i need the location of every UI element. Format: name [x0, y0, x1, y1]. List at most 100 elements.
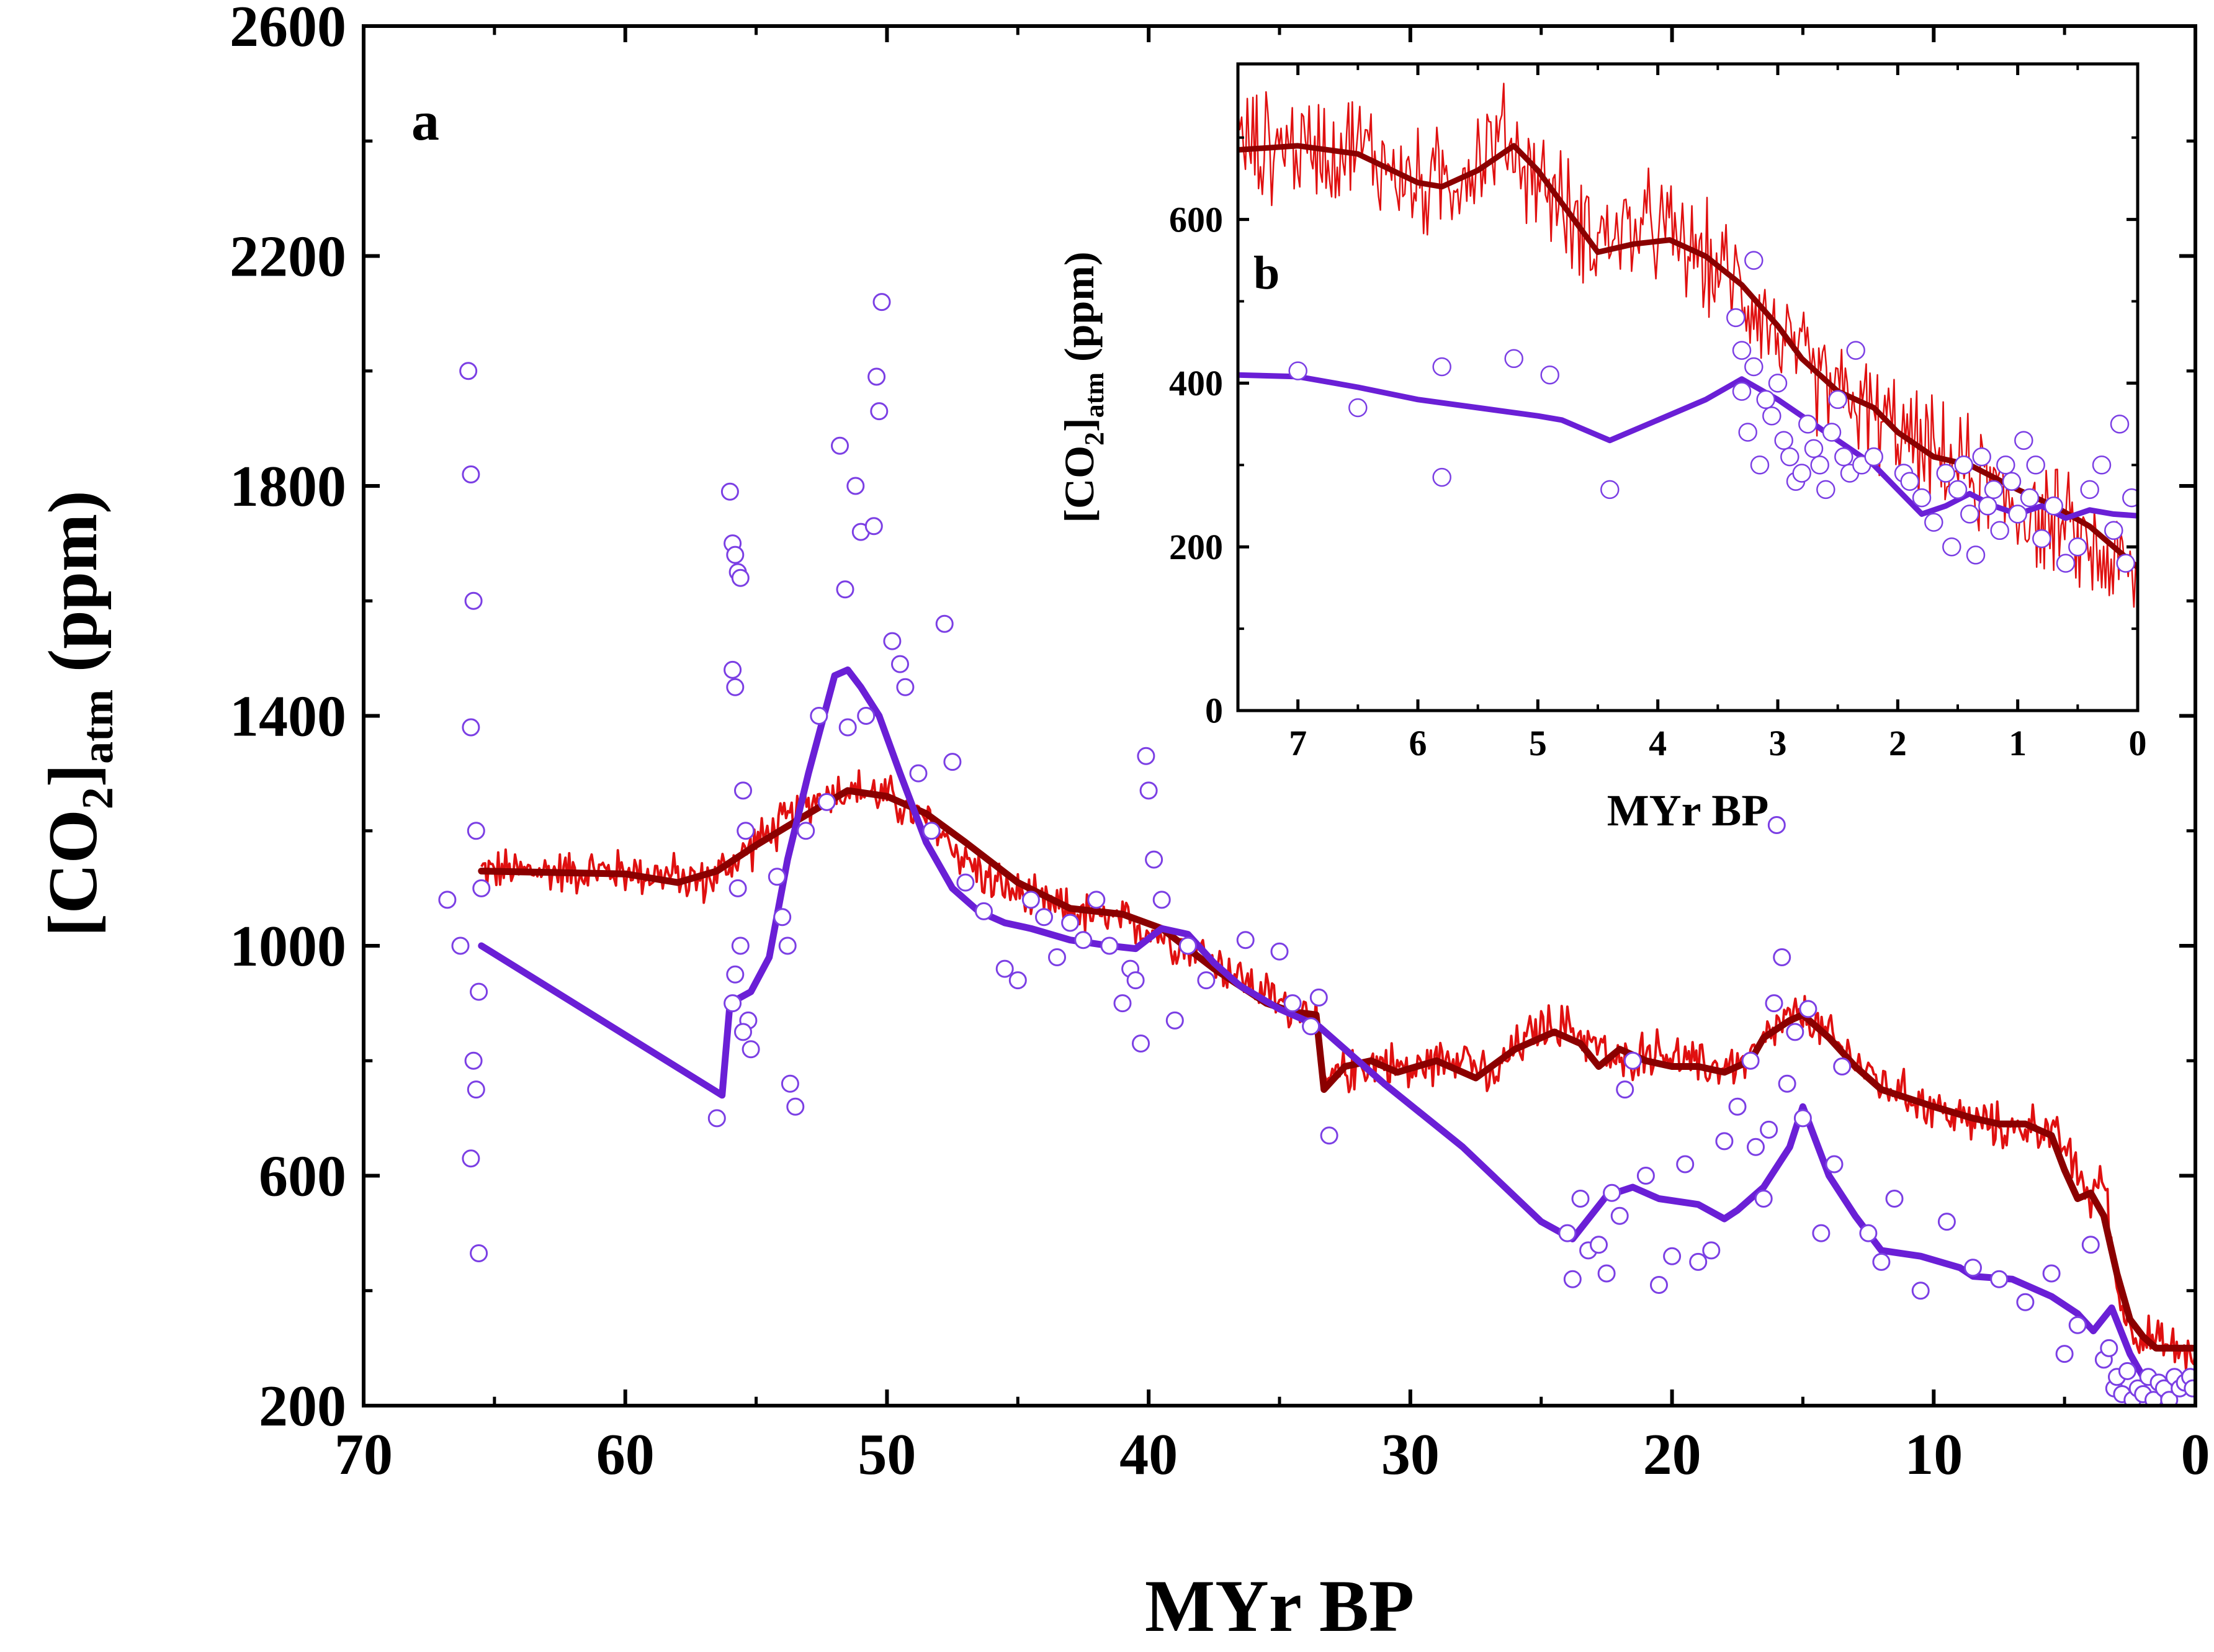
- main-proxy-data-open-circles-point: [1676, 1155, 1695, 1174]
- inset-proxy-data-open-circles-point: [1846, 341, 1865, 360]
- main-proxy-data-open-circles-point: [1283, 994, 1302, 1013]
- main-proxy-data-open-circles-point: [726, 545, 745, 564]
- main-y-tick-label: 2600: [230, 0, 346, 59]
- inset-y-tick-label: 400: [1169, 363, 1223, 403]
- main-proxy-data-open-circles-point: [1309, 988, 1328, 1007]
- panel-label-b: b: [1253, 247, 1280, 299]
- main-proxy-data-open-circles-point: [1964, 1259, 1982, 1277]
- main-proxy-data-open-circles-point: [836, 580, 854, 599]
- main-proxy-data-open-circles-point: [786, 1097, 805, 1116]
- main-y-tick-label: 200: [259, 1374, 346, 1439]
- main-proxy-data-open-circles-point: [1812, 1224, 1831, 1242]
- main-proxy-data-open-circles-point: [731, 568, 750, 587]
- main-proxy-data-open-circles-point: [1165, 1011, 1184, 1030]
- main-y-tick-label: 600: [259, 1144, 346, 1208]
- main-proxy-data-open-circles-point: [1702, 1241, 1721, 1260]
- main-proxy-data-open-circles-point: [1087, 891, 1106, 909]
- main-ylabel-bracket-open: [CO: [35, 809, 112, 936]
- main-y-axis-title: [CO2]atm (ppm): [35, 490, 122, 936]
- main-proxy-data-open-circles-point: [1623, 1051, 1642, 1070]
- main-proxy-data-open-circles-point: [1035, 908, 1053, 927]
- inset-ylabel-sub2: atm: [1079, 372, 1109, 418]
- main-proxy-data-open-circles-point: [935, 614, 954, 633]
- main-proxy-data-open-circles-point: [1021, 891, 1040, 909]
- main-proxy-data-open-circles-point: [1563, 1270, 1582, 1288]
- main-plot-area: 70 60 50 40 30 20 10 02006001000140018002200260…: [230, 0, 2210, 1487]
- main-proxy-data-open-circles-point: [1741, 1051, 1760, 1070]
- main-proxy-data-open-circles-point: [872, 293, 891, 312]
- panel-label-a: a: [411, 91, 439, 152]
- main-proxy-data-open-circles-point: [1197, 971, 1216, 990]
- inset-proxy-data-open-circles-point: [2068, 537, 2087, 557]
- main-proxy-data-open-circles-point: [1793, 1109, 1812, 1128]
- inset-proxy-data-open-circles-point: [1738, 423, 1757, 442]
- inset-proxy-data-open-circles-point: [1960, 505, 1979, 524]
- main-proxy-data-open-circles-point: [1061, 914, 1080, 932]
- inset-ylabel-bracket-open: [CO: [1055, 446, 1103, 523]
- inset-y-tick-label: 600: [1169, 199, 1223, 240]
- main-ylabel-unit: (ppm): [35, 490, 112, 689]
- inset-proxy-data-open-circles-point: [2080, 480, 2099, 500]
- main-proxy-data-open-circles-point: [2016, 1293, 2035, 1311]
- main-proxy-data-open-circles-point: [1778, 1074, 1796, 1093]
- main-proxy-data-open-circles-point: [1859, 1224, 1878, 1242]
- main-proxy-data-open-circles-point: [797, 822, 815, 840]
- main-proxy-data-open-circles-point: [1100, 936, 1119, 955]
- main-proxy-data-open-circles-point: [720, 482, 739, 501]
- inset-proxy-data-open-circles-point: [1768, 374, 1788, 393]
- inset-proxy-data-open-circles-point: [1288, 361, 1307, 380]
- main-proxy-data-open-circles-point: [1754, 1190, 1773, 1208]
- inset-proxy-data-open-circles-point: [1864, 447, 1883, 467]
- inset-proxy-data-open-circles-point: [1774, 431, 1793, 450]
- inset-background: [1238, 64, 2138, 711]
- main-proxy-data-open-circles-point: [909, 764, 928, 783]
- main-proxy-data-open-circles-point: [781, 1074, 799, 1093]
- inset-proxy-data-open-circles-point: [1750, 456, 1770, 475]
- main-proxy-data-open-circles-point: [467, 1080, 485, 1099]
- inset-proxy-data-open-circles-point: [2002, 472, 2022, 491]
- main-proxy-data-open-circles-point: [467, 822, 485, 840]
- main-proxy-data-open-circles-point: [1765, 994, 1783, 1013]
- inset-proxy-data-open-circles-point: [1540, 365, 1559, 385]
- main-proxy-data-open-circles-point: [1558, 1224, 1577, 1242]
- main-proxy-data-open-circles-point: [2055, 1345, 2074, 1363]
- main-proxy-data-open-circles-point: [1911, 1282, 1930, 1300]
- inset-y-tick-label: 0: [1205, 691, 1223, 731]
- inset-proxy-data-open-circles-point: [2044, 496, 2063, 516]
- inset-proxy-data-open-circles-point: [1792, 464, 1811, 483]
- main-proxy-data-open-circles-point: [975, 902, 993, 920]
- inset-x-axis-title: MYr BP: [1607, 786, 1769, 835]
- inset-proxy-data-open-circles-point: [1762, 406, 1782, 426]
- main-proxy-data-open-circles-point: [891, 655, 909, 673]
- main-proxy-data-open-circles-point: [857, 707, 876, 725]
- inset-proxy-data-open-circles-point: [2104, 521, 2123, 541]
- inset-ylabel-bracket-close: ]: [1055, 418, 1103, 432]
- main-smoothed-dark-red-line: [478, 787, 2195, 1352]
- main-proxy-data-open-circles-point: [731, 936, 750, 955]
- inset-proxy-data-open-circles-point: [2032, 529, 2051, 549]
- main-proxy-data-open-circles-point: [1590, 1236, 1608, 1254]
- inset-y-axis-title: [CO2]atm (ppm): [1055, 251, 1109, 523]
- main-ticks: 70 60 50 40 30 20 10 02006001000140018002200260…: [230, 0, 2210, 1487]
- inset-proxy-data-open-circles-point: [1972, 447, 1991, 467]
- main-proxy-data-open-circles-point: [728, 879, 747, 897]
- main-proxy-data-open-circles-point: [810, 707, 828, 725]
- main-proxy-data-open-circles-point: [870, 402, 889, 421]
- main-proxy-data-open-circles-point: [451, 936, 470, 955]
- main-proxy-data-open-circles-point: [1113, 994, 1132, 1013]
- main-proxy-data-open-circles-point: [462, 718, 480, 737]
- main-x-tick-label: 40: [1119, 1422, 1178, 1487]
- main-proxy-data-open-circles-point: [864, 517, 883, 536]
- main-ylabel-bracket-close: ]: [35, 764, 112, 787]
- main-x-tick-label: 0: [2181, 1422, 2210, 1487]
- main-proxy-data-open-circles-point: [438, 891, 457, 909]
- main-proxy-data-open-circles-point: [922, 822, 941, 840]
- main-proxy-data-open-circles-point: [2160, 1391, 2179, 1406]
- inset-proxy-data-open-circles-point: [1948, 480, 1968, 500]
- main-proxy-data-open-circles-point: [1833, 1057, 1852, 1075]
- main-proxy-data-open-circles-point: [1145, 850, 1163, 869]
- main-proxy-data-open-circles-point: [1715, 1132, 1734, 1151]
- inset-proxy-data-open-circles-point: [1990, 521, 2009, 541]
- main-proxy-data-open-circles-point: [734, 781, 752, 800]
- main-proxy-data-open-circles-point: [2184, 1379, 2195, 1398]
